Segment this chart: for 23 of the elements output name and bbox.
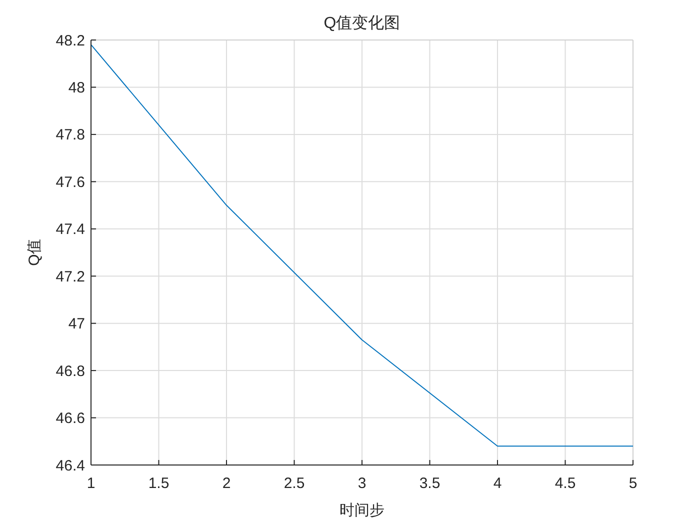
x-tick-label: 1 (86, 475, 96, 492)
y-tick-label: 47.6 (56, 174, 85, 191)
y-tick-label: 47.4 (56, 221, 85, 238)
y-tick-label: 46.8 (56, 362, 85, 380)
x-tick-label: 3.5 (419, 475, 440, 492)
y-tick-label: 47.8 (56, 126, 85, 144)
x-tick-label: 2 (222, 475, 231, 492)
x-tick-label: 4.5 (554, 475, 576, 492)
line-series (90, 44, 634, 447)
y-tick-label: 48.2 (56, 32, 85, 50)
x-tick-label: 1.5 (148, 475, 170, 492)
x-tick-label: 3 (358, 475, 366, 492)
y-tick-label: 47 (68, 316, 85, 333)
y-tick-label: 46.4 (56, 457, 85, 474)
x-axis-title: 时间步 (340, 502, 384, 519)
y-tick-label: 47.2 (56, 268, 85, 286)
y-axis-title: Q值 (26, 239, 43, 266)
x-tick-label: 4 (493, 475, 502, 492)
x-tick-label: 2.5 (284, 475, 305, 492)
y-tick-label: 48 (68, 79, 85, 96)
y-tick-label: 46.6 (56, 410, 85, 428)
x-tick-label: 5 (628, 475, 638, 492)
chart-title: Q值变化图 (324, 14, 400, 32)
